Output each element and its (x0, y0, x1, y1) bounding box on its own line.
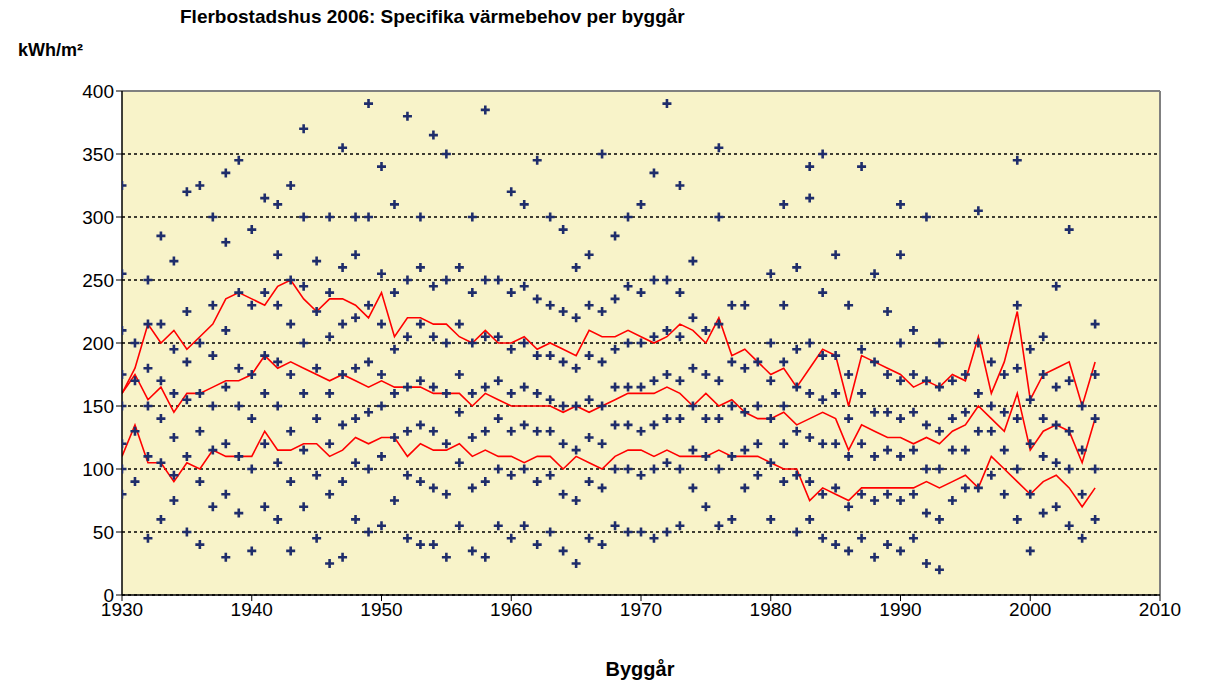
svg-text:0: 0 (103, 585, 114, 606)
svg-text:1950: 1950 (360, 599, 402, 620)
svg-text:50: 50 (93, 522, 114, 543)
svg-text:2010: 2010 (1139, 599, 1181, 620)
html-text:Byggår: Byggår (605, 658, 675, 680)
svg-text:2000: 2000 (1009, 599, 1051, 620)
svg-text:400: 400 (82, 81, 114, 102)
svg-text:1980: 1980 (750, 599, 792, 620)
html-text:Flerbostadshus 2006: Specifika: Flerbostadshus 2006: Specifika värmebeho… (180, 6, 685, 27)
svg-text:250: 250 (82, 270, 114, 291)
svg-text:1990: 1990 (879, 599, 921, 620)
svg-text:350: 350 (82, 144, 114, 165)
svg-text:300: 300 (82, 207, 114, 228)
svg-text:150: 150 (82, 396, 114, 417)
svg-text:1970: 1970 (620, 599, 662, 620)
svg-text:200: 200 (82, 333, 114, 354)
svg-text:1930: 1930 (100, 599, 144, 621)
svg-text:1940: 1940 (231, 599, 273, 620)
svg-text:100: 100 (82, 459, 114, 480)
html-text:kWh/m²: kWh/m² (18, 40, 83, 60)
svg-text:1960: 1960 (490, 599, 532, 620)
